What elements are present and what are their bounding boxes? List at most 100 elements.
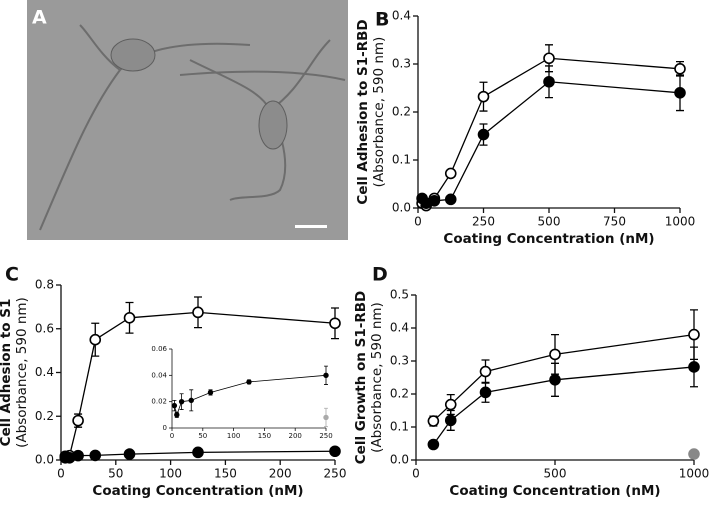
micrograph-background bbox=[27, 0, 348, 240]
y-axis-label: (Absorbance, 590 nm) bbox=[369, 302, 385, 453]
data-point bbox=[477, 90, 490, 103]
x-tick-label: 1000 bbox=[679, 467, 710, 481]
data-point bbox=[479, 386, 492, 399]
panel-letter: A bbox=[32, 7, 47, 29]
y-tick-label: 0.06 bbox=[151, 345, 167, 353]
y-tick-label: 0.04 bbox=[151, 371, 167, 379]
y-axis-label: Cell Adhesion to S1 bbox=[0, 299, 14, 447]
x-tick-label: 100 bbox=[159, 467, 182, 481]
data-point bbox=[674, 87, 686, 99]
x-tick-label: 500 bbox=[544, 467, 567, 481]
x-tick-label: 750 bbox=[603, 215, 626, 229]
data-point bbox=[688, 448, 700, 460]
x-tick-label: 100 bbox=[227, 432, 240, 440]
y-tick-label: 0.4 bbox=[392, 9, 411, 23]
x-tick-label: 1000 bbox=[665, 215, 696, 229]
data-point bbox=[89, 333, 102, 346]
y-tick-label: 0 bbox=[163, 424, 167, 432]
data-point bbox=[543, 52, 555, 65]
data-point bbox=[192, 446, 204, 459]
data-point bbox=[188, 397, 194, 404]
data-point bbox=[246, 379, 252, 385]
data-point bbox=[444, 398, 457, 411]
series-line bbox=[421, 81, 681, 204]
cell-body bbox=[110, 38, 156, 72]
x-tick-label: 50 bbox=[108, 467, 123, 481]
data-point bbox=[89, 449, 102, 462]
data-point bbox=[543, 75, 555, 88]
x-tick-label: 150 bbox=[258, 432, 271, 440]
micrograph bbox=[27, 0, 348, 240]
y-tick-label: 0.0 bbox=[392, 201, 411, 215]
y-tick-label: 0.3 bbox=[392, 57, 411, 71]
y-tick-label: 0.6 bbox=[35, 321, 54, 335]
data-point bbox=[477, 128, 490, 141]
data-point bbox=[444, 414, 457, 427]
data-point bbox=[329, 317, 341, 330]
y-tick-label: 0.1 bbox=[392, 153, 411, 167]
x-tick-label: 50 bbox=[198, 432, 207, 440]
data-point bbox=[192, 306, 204, 319]
x-axis-label: Coating Concentration (nM) bbox=[92, 483, 303, 499]
data-point bbox=[688, 328, 700, 341]
x-tick-label: 200 bbox=[289, 432, 302, 440]
data-point bbox=[178, 398, 185, 405]
series-line bbox=[432, 366, 695, 445]
y-axis-label: (Absorbance, 590 nm) bbox=[371, 37, 387, 188]
scale-bar bbox=[295, 225, 327, 228]
data-point bbox=[323, 372, 329, 379]
x-axis-label: Coating Concentration (nM) bbox=[443, 231, 654, 247]
x-tick-label: 250 bbox=[319, 432, 332, 440]
y-tick-label: 0.4 bbox=[390, 321, 409, 335]
x-tick-label: 200 bbox=[269, 467, 292, 481]
y-axis-label: (Absorbance, 590 nm) bbox=[14, 297, 30, 448]
y-tick-label: 0.0 bbox=[390, 453, 409, 467]
data-point bbox=[329, 445, 341, 458]
data-point bbox=[428, 195, 441, 207]
y-axis-label: Cell Adhesion to S1-RBD bbox=[355, 19, 371, 204]
panel-letter: D bbox=[372, 264, 388, 286]
data-point bbox=[123, 448, 136, 460]
cell-process bbox=[39, 24, 346, 231]
y-tick-label: 0.02 bbox=[151, 398, 167, 406]
data-point bbox=[427, 438, 440, 451]
x-tick-label: 500 bbox=[538, 215, 561, 229]
data-point bbox=[427, 415, 440, 427]
y-tick-label: 0.0 bbox=[35, 453, 54, 467]
data-point bbox=[323, 414, 329, 421]
y-tick-label: 0.5 bbox=[390, 288, 409, 302]
data-point bbox=[72, 414, 84, 427]
y-tick-label: 0.2 bbox=[392, 105, 411, 119]
data-point bbox=[123, 312, 136, 324]
y-tick-label: 0.2 bbox=[390, 387, 409, 401]
data-point bbox=[174, 412, 180, 418]
x-tick-label: 0 bbox=[412, 467, 420, 481]
y-tick-label: 0.1 bbox=[390, 420, 409, 434]
x-axis-label: Coating Concentration (nM) bbox=[449, 483, 660, 499]
cell-body bbox=[258, 100, 288, 150]
y-tick-label: 0.8 bbox=[35, 278, 54, 292]
data-point bbox=[549, 374, 561, 386]
y-axis-label: Cell Growth on S1-RBD bbox=[353, 291, 369, 464]
y-tick-label: 0.2 bbox=[35, 409, 54, 423]
data-point bbox=[207, 389, 214, 396]
x-tick-label: 250 bbox=[472, 215, 495, 229]
x-tick-label: 0 bbox=[57, 467, 65, 481]
x-tick-label: 0 bbox=[170, 432, 174, 440]
data-point bbox=[72, 449, 84, 462]
y-tick-label: 0.4 bbox=[35, 365, 54, 379]
data-point bbox=[549, 348, 561, 361]
data-point bbox=[171, 402, 178, 409]
series-line bbox=[432, 333, 695, 422]
x-tick-label: 250 bbox=[324, 467, 347, 481]
y-tick-label: 0.3 bbox=[390, 354, 409, 368]
data-point bbox=[479, 365, 492, 378]
x-tick-label: 150 bbox=[214, 467, 237, 481]
data-point bbox=[444, 167, 457, 180]
data-point bbox=[444, 193, 457, 206]
panel-letter: B bbox=[375, 9, 389, 31]
panel-letter: C bbox=[5, 264, 19, 286]
data-point bbox=[688, 361, 700, 373]
data-point bbox=[674, 63, 686, 75]
